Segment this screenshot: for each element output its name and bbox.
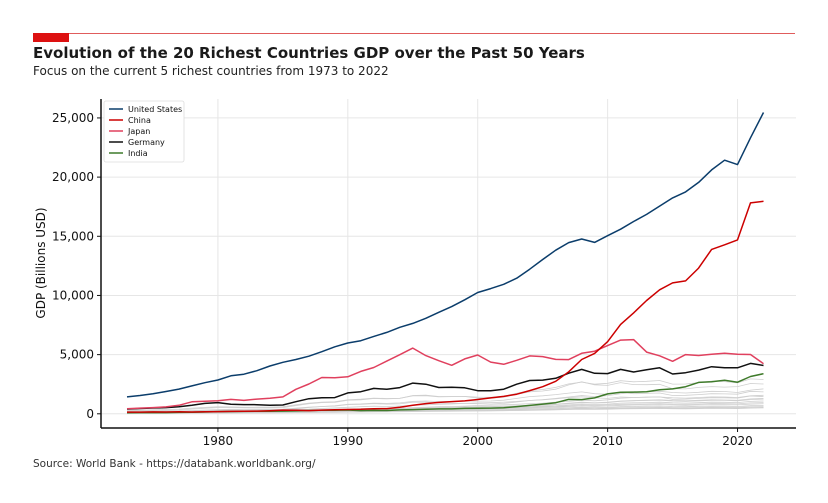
header-accent-block <box>33 33 69 42</box>
series-line-united-states <box>126 112 765 398</box>
x-tick-label: 1990 <box>333 434 364 448</box>
legend-label-germany: Germany <box>128 138 165 147</box>
x-tick-label: 2010 <box>592 434 623 448</box>
y-tick-label: 15,000 <box>52 229 94 243</box>
series-line-other-2 <box>126 381 764 412</box>
x-tick-label: 1980 <box>203 434 234 448</box>
y-axis-label: GDP (Billions USD) <box>34 207 48 318</box>
series-line-germany <box>126 362 764 410</box>
highlighted-countries <box>126 112 765 414</box>
y-tick-label: 5,000 <box>60 348 94 362</box>
tick-labels: 1980 1990 2000 2010 2020 0 5,000 10,000 15,000 20… <box>52 111 753 448</box>
legend-box <box>103 100 185 163</box>
legend: United States China Japan Germany India <box>103 100 185 163</box>
y-tick-label: 25,000 <box>52 111 94 125</box>
y-tick-label: 20,000 <box>52 170 94 184</box>
legend-label-united-states: United States <box>128 105 182 114</box>
legend-label-china: China <box>128 116 151 125</box>
legend-label-india: India <box>128 149 148 158</box>
series-line-other-15 <box>127 407 764 414</box>
source-note: Source: World Bank - https://databank.wo… <box>33 458 316 470</box>
axes <box>97 99 796 432</box>
x-tick-label: 2020 <box>722 434 753 448</box>
series-line-japan <box>126 338 764 410</box>
x-tick-label: 2000 <box>462 434 493 448</box>
y-tick-label: 10,000 <box>52 288 94 302</box>
chart-subtitle: Focus on the current 5 richest countries… <box>33 64 389 78</box>
chart-title: Evolution of the 20 Richest Countries GD… <box>33 44 585 62</box>
series-line-china <box>127 200 764 413</box>
y-tick-label: 0 <box>86 407 94 421</box>
legend-label-japan: Japan <box>127 127 150 136</box>
header-accent-rule <box>33 33 795 34</box>
grid <box>101 99 796 428</box>
